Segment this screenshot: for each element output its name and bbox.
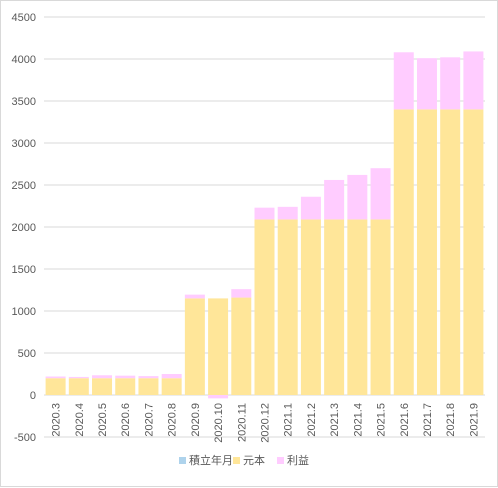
bar-2020.4-series-1 (68, 378, 89, 395)
legend-label: 積立年月 (189, 453, 233, 467)
bar-2020.9-series-1 (184, 298, 205, 395)
bar-2021.6-series-1 (393, 109, 414, 396)
y-tick-label: 4500 (12, 12, 36, 24)
bar-2021.8-series-2 (440, 57, 461, 110)
bar-2021.4-series-1 (347, 219, 368, 395)
y-tick-label: 2000 (12, 222, 36, 234)
x-tick-label: 2021.2 (306, 403, 318, 437)
bar-2020.4-series-2 (68, 376, 89, 379)
bar-2020.12-series-2 (254, 207, 275, 220)
bar-2021.8-series-1 (440, 109, 461, 396)
bar-layer (45, 51, 484, 399)
y-tick-label: 3000 (12, 138, 36, 150)
y-tick-label: 1000 (12, 306, 36, 318)
x-tick-label: 2021.1 (283, 403, 295, 437)
x-tick-label: 2020.10 (213, 403, 225, 443)
x-tick-label: 2020.6 (120, 403, 132, 437)
y-tick-label: 0 (30, 390, 36, 402)
x-tick-label: 2020.7 (143, 403, 155, 437)
x-tick-label: 2020.4 (74, 403, 86, 437)
y-axis-ticks: -500 0 500 1000 1500 2000 2500 3000 3500 4000 4500 (12, 12, 36, 444)
bar-2020.9-series-2 (184, 294, 205, 299)
legend-swatch (233, 457, 240, 464)
bar-2020.12-series-1 (254, 219, 275, 395)
bar-2021.3-series-2 (324, 179, 345, 220)
bar-2021.1-series-2 (277, 206, 298, 220)
bar-2020.8-series-1 (161, 378, 182, 395)
legend: 積立年月 元本 利益 (179, 453, 309, 467)
bar-2020.10-series-1 (208, 298, 229, 395)
bar-2020.11-series-2 (231, 289, 252, 298)
x-tick-label: 2021.7 (422, 403, 434, 437)
bar-2020.6-series-1 (115, 378, 136, 395)
bar-2021.9-series-1 (463, 109, 484, 396)
legend-swatch (179, 457, 186, 464)
x-tick-label: 2021.5 (376, 403, 388, 437)
legend-label: 元本 (243, 453, 265, 467)
y-tick-label: 4000 (12, 54, 36, 66)
legend-swatch (277, 457, 284, 464)
bar-2021.5-series-2 (370, 168, 391, 220)
bar-2021.5-series-1 (370, 219, 391, 395)
x-tick-label: 2020.9 (190, 403, 202, 437)
bar-2020.3-series-2 (45, 376, 66, 379)
y-tick-label: 3500 (12, 96, 36, 108)
bar-2020.3-series-1 (45, 378, 66, 395)
x-tick-label: 2021.3 (329, 403, 341, 437)
x-tick-label: 2021.6 (399, 403, 411, 437)
bar-2021.9-series-2 (463, 51, 484, 110)
x-tick-label: 2020.11 (236, 403, 248, 442)
bar-2021.4-series-2 (347, 174, 368, 220)
bar-2021.3-series-1 (324, 219, 345, 395)
bar-2020.11-series-1 (231, 297, 252, 395)
y-tick-label: 1500 (12, 264, 36, 276)
bar-2021.1-series-1 (277, 219, 298, 395)
x-tick-label: 2020.8 (167, 403, 179, 437)
bar-2020.8-series-2 (161, 374, 182, 379)
bar-2021.2-series-2 (300, 196, 321, 220)
y-tick-label: 500 (18, 348, 36, 360)
y-tick-label: 2500 (12, 180, 36, 192)
bar-2020.5-series-1 (92, 378, 113, 395)
bar-2020.10-series-2 (208, 395, 229, 399)
bar-2021.7-series-2 (416, 58, 437, 110)
x-tick-label: 2020.3 (51, 403, 63, 437)
bar-2020.6-series-2 (115, 375, 136, 379)
bar-2020.7-series-1 (138, 378, 159, 395)
x-tick-label: 2020.12 (260, 403, 272, 443)
y-tick-label: -500 (14, 432, 36, 444)
x-tick-label: 2021.4 (352, 403, 364, 437)
x-tick-label: 2021.9 (468, 403, 480, 437)
x-tick-label: 2020.5 (97, 403, 109, 437)
bar-2021.2-series-1 (300, 219, 321, 395)
bar-2020.7-series-2 (138, 376, 159, 379)
bar-2021.7-series-1 (416, 109, 437, 396)
x-tick-label: 2021.8 (445, 403, 457, 437)
legend-label: 利益 (287, 453, 309, 467)
x-axis-ticks: 2020.3 2020.4 2020.5 2020.6 2020.7 2020.8 2020… (51, 403, 481, 443)
bar-2021.6-series-2 (393, 52, 414, 110)
bar-2020.5-series-2 (92, 375, 113, 379)
